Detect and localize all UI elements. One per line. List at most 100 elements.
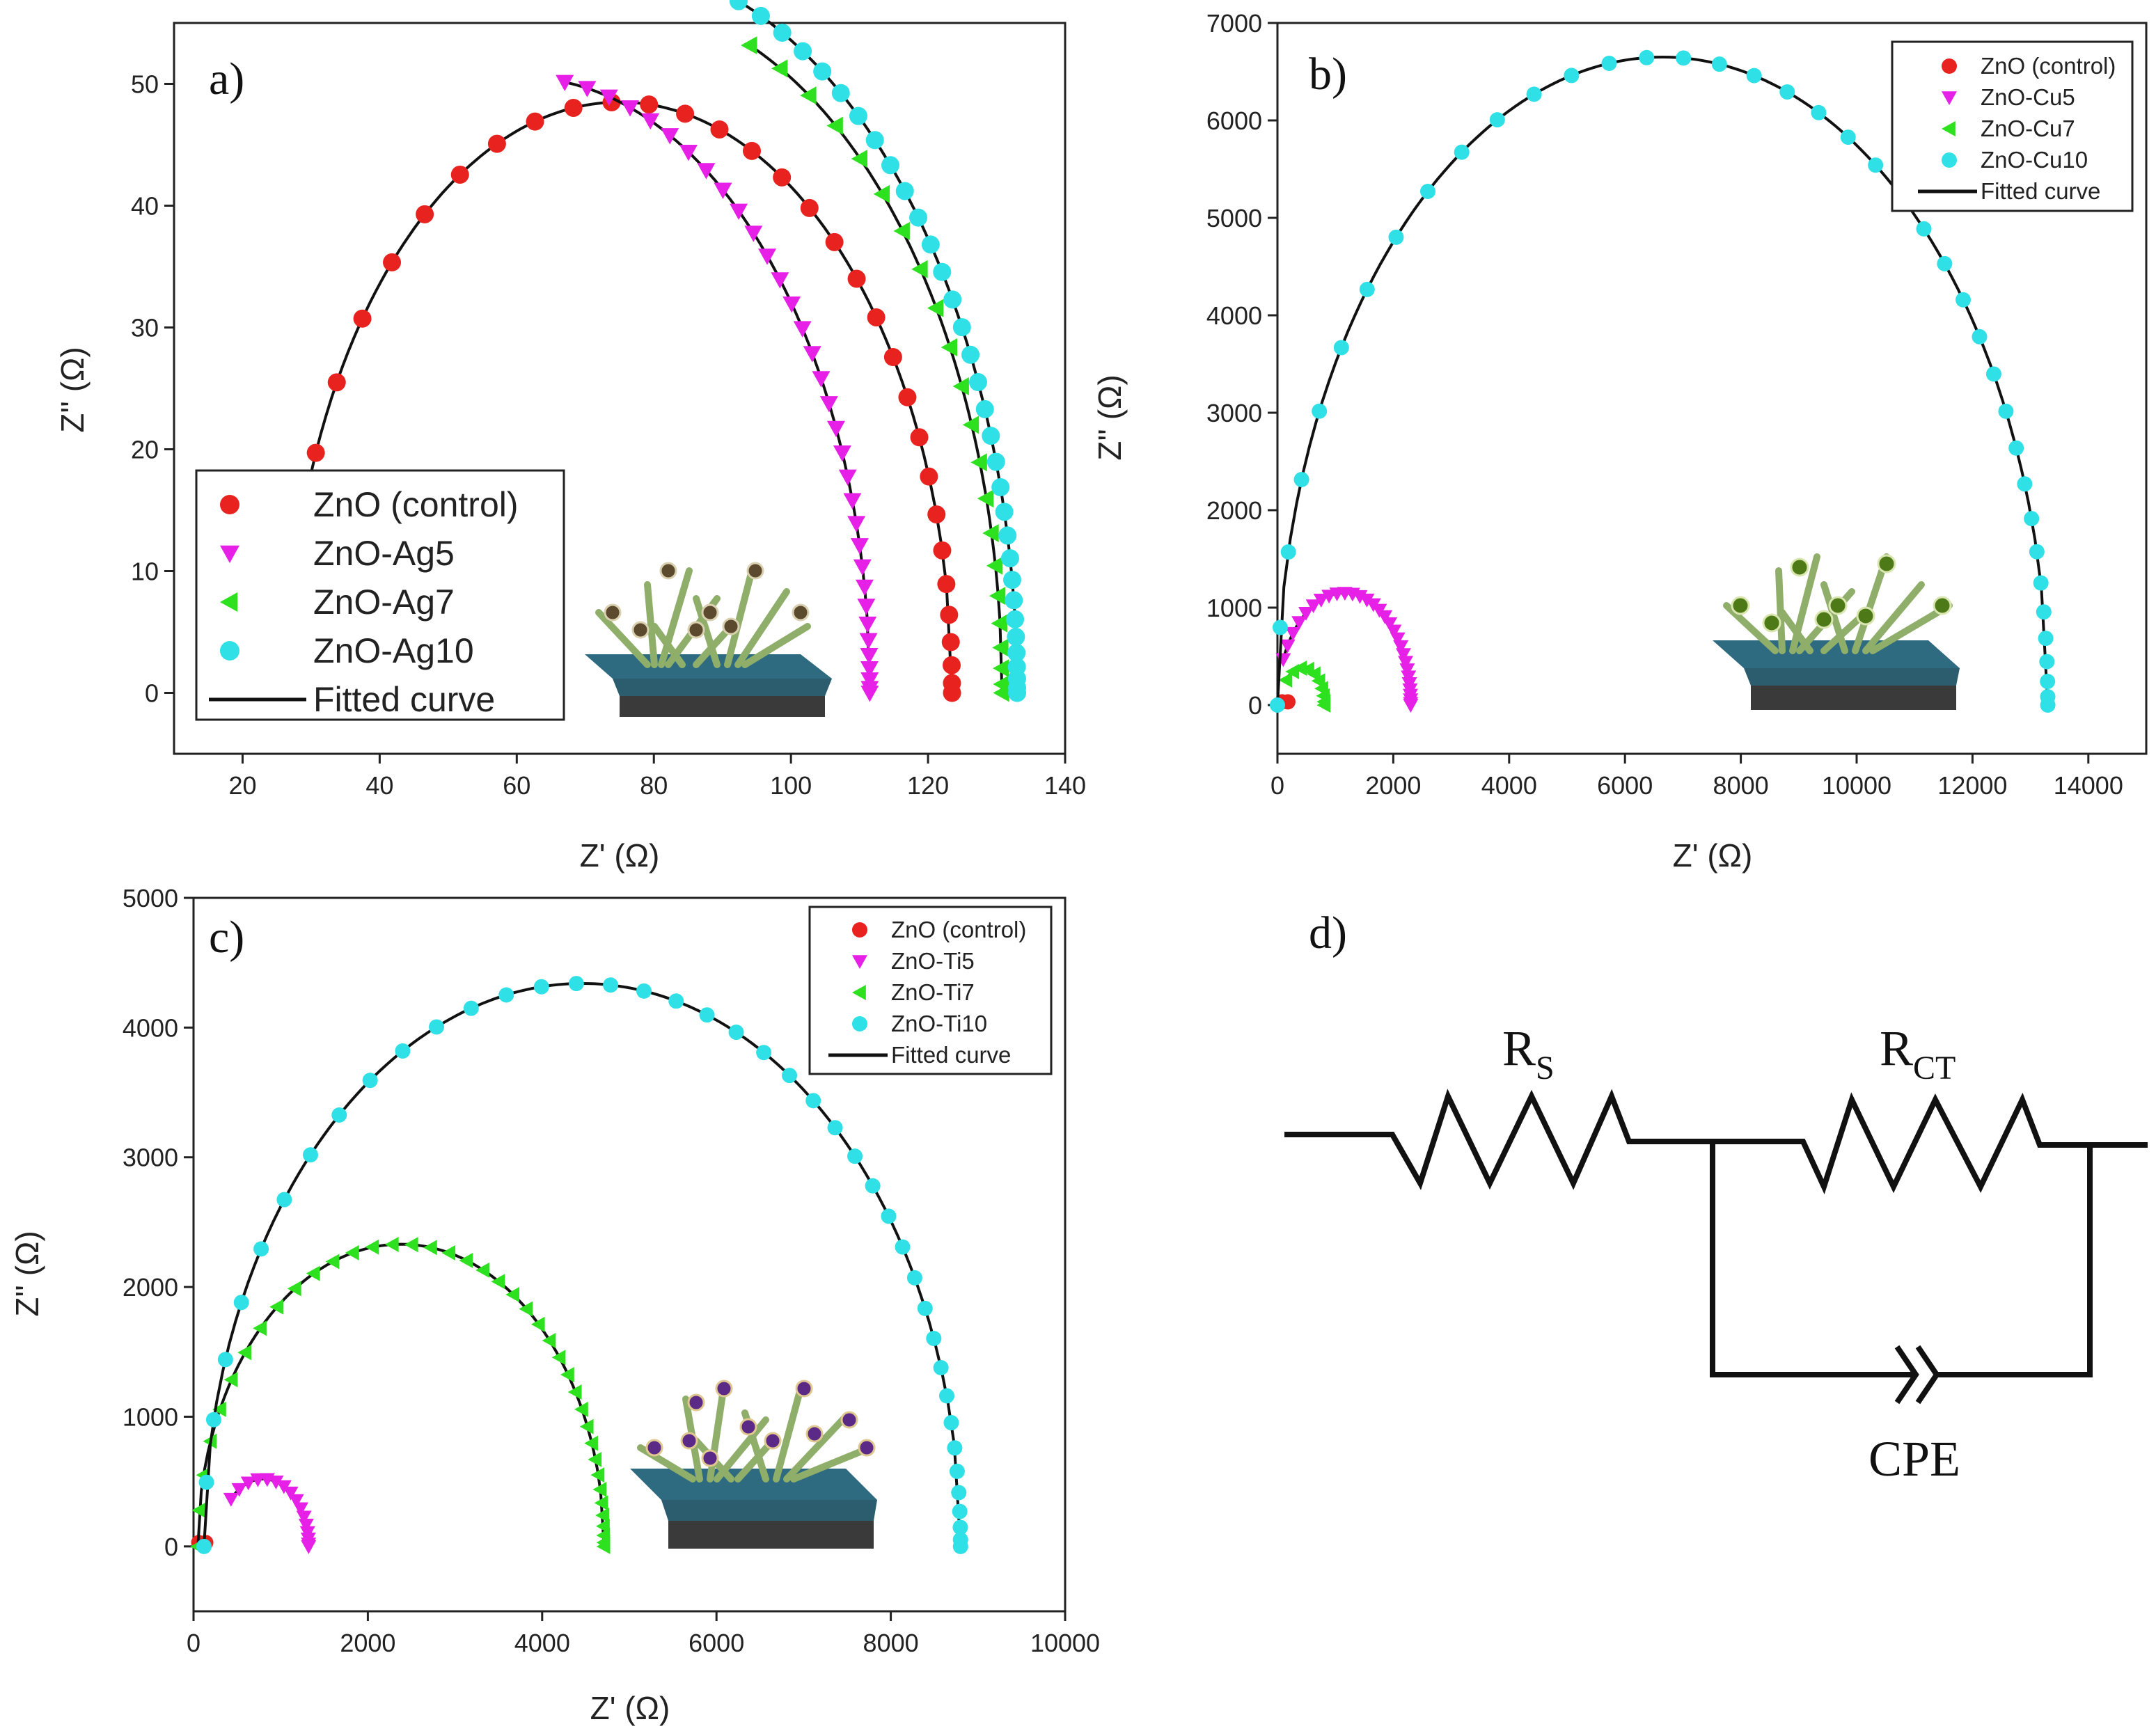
data-point <box>395 1043 411 1059</box>
data-point <box>921 235 940 254</box>
data-point <box>568 976 584 992</box>
data-point <box>253 1241 269 1257</box>
data-point <box>567 1384 582 1400</box>
data-point <box>1639 49 1655 65</box>
axis-ticks: 0 2000 4000 6000 8000 10000 0 1000 2000 3000 4000 5… <box>123 884 1100 1657</box>
data-point <box>1278 672 1293 688</box>
data-point <box>584 1435 598 1451</box>
x-tick-label: 140 <box>1044 771 1086 800</box>
data-point <box>847 269 866 288</box>
legend-frame <box>1891 40 2134 212</box>
data-point <box>384 1236 399 1252</box>
data-point <box>853 559 872 576</box>
data-point <box>758 248 777 265</box>
data-point <box>661 128 679 145</box>
data-point <box>2040 674 2056 690</box>
data-point <box>676 104 695 123</box>
data-point <box>857 599 876 615</box>
data-point <box>1005 591 1023 610</box>
data-point <box>2008 440 2024 456</box>
data-point <box>710 120 729 139</box>
data-point <box>533 979 549 995</box>
axis-ticks: 0 2000 4000 6000 8000 10000 12000 14000 0 1000 200… <box>1206 9 2123 800</box>
data-point <box>1386 624 1402 639</box>
data-point <box>793 321 812 338</box>
data-point <box>1779 84 1795 100</box>
data-point <box>191 1502 206 1518</box>
data-point <box>362 1073 378 1089</box>
data-point <box>1007 643 1026 662</box>
data-point <box>926 1330 942 1346</box>
plot-frame <box>1276 22 2148 755</box>
x-tick-label: 100 <box>770 771 812 800</box>
data-point <box>991 614 1007 633</box>
legend-frame <box>808 906 1053 1075</box>
data-point <box>287 1281 301 1297</box>
legend-label: ZnO (control) <box>313 485 519 524</box>
data-point <box>1811 104 1827 120</box>
data-point <box>826 420 845 438</box>
data-point <box>881 1208 897 1224</box>
data-point <box>949 1463 965 1479</box>
data-point <box>640 95 659 114</box>
x-axis-label: Z' (Ω) <box>1673 837 1753 874</box>
data-point <box>893 221 910 240</box>
data-point <box>556 74 574 92</box>
legend-label: ZnO-Ti10 <box>891 1011 987 1036</box>
data-point <box>803 346 821 363</box>
data-point <box>989 587 1006 606</box>
legend-marker <box>220 545 239 563</box>
x-tick-label: 60 <box>503 771 530 800</box>
data-point <box>952 318 971 337</box>
data-point <box>1316 697 1331 713</box>
data-point <box>969 373 988 392</box>
data-point <box>404 1237 418 1253</box>
data-point <box>833 445 851 462</box>
rct-label: RCT <box>1880 1020 1956 1086</box>
legend: ZnO (control) ZnO-Ti5 ZnO-Ti7 ZnO-Ti10 Fitte… <box>808 906 1053 1075</box>
legend-marker <box>1942 58 1957 74</box>
data-point <box>917 1300 933 1316</box>
panel-d-circuit: d) RS RCT CPE <box>1284 908 2148 1487</box>
data-point <box>621 100 640 117</box>
data-point <box>1390 632 1406 647</box>
data-point <box>1359 593 1375 608</box>
data-point <box>819 396 838 413</box>
data-point <box>1388 229 1404 245</box>
data-point <box>805 1093 821 1109</box>
data-point <box>491 1274 505 1290</box>
y-tick-label: 3000 <box>123 1144 178 1172</box>
data-point <box>306 443 325 462</box>
data-point <box>487 134 506 153</box>
data-point <box>831 84 850 102</box>
legend-label: ZnO (control) <box>1981 53 2116 79</box>
data-point <box>910 428 929 447</box>
data-point <box>592 1481 607 1497</box>
x-tick-label: 10000 <box>1030 1629 1100 1657</box>
data-point <box>560 1366 574 1382</box>
data-point <box>2024 511 2040 527</box>
data-point <box>205 1412 221 1428</box>
data-point <box>825 232 844 251</box>
data-point <box>1007 628 1025 647</box>
data-point <box>416 205 434 223</box>
x-tick-label: 2000 <box>1365 771 1421 800</box>
data-point <box>751 6 770 25</box>
data-point <box>450 165 469 184</box>
data-point <box>773 23 792 42</box>
data-point <box>860 672 879 689</box>
panel-label: b) <box>1309 49 1347 100</box>
legend-label: ZnO-Cu10 <box>1981 147 2088 173</box>
data-point <box>943 1415 959 1431</box>
legend-marker <box>852 1016 867 1032</box>
data-point <box>1955 292 1971 308</box>
y-tick-label: 1000 <box>123 1402 178 1431</box>
data-point <box>578 81 597 97</box>
data-point <box>1746 68 1762 84</box>
data-point <box>1711 56 1727 72</box>
x-tick-label: 4000 <box>514 1629 570 1657</box>
data-point <box>898 388 917 406</box>
data-point <box>1985 366 2001 382</box>
data-point <box>977 489 994 508</box>
